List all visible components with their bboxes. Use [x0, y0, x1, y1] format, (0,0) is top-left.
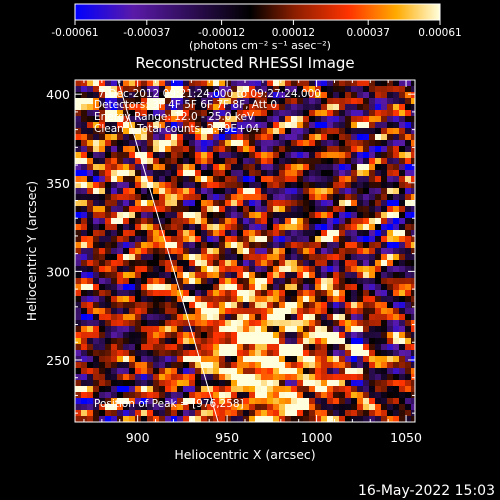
annotation-clean-counts: Clean Total counts: 2.49E+04	[94, 123, 259, 135]
colorbar-tick-label: -0.00037	[123, 27, 170, 39]
colorbar-tick-label: -0.00061	[51, 27, 98, 39]
colorbar-ticks	[74, 20, 441, 25]
heatmap-image	[75, 80, 415, 422]
axis-ticks	[75, 80, 415, 422]
colorbar-units: (photons cm⁻² s⁻¹ asec⁻²)	[189, 39, 331, 52]
annotation-time-range: 7-Dec-2012 09:21:24.000 to 09:27:24.000	[98, 88, 321, 100]
y-tick-label: 300	[46, 264, 70, 279]
annotation-energy-range: Energy Range: 12.0 - 25.0 keV	[94, 111, 255, 123]
x-tick-labels: 900 950 1000 1050	[126, 430, 422, 445]
annotation-detectors: Detectors: 3F 4F 5F 6F 7F 8F, Att 0	[94, 99, 277, 111]
x-axis-label: Heliocentric X (arcsec)	[174, 447, 315, 462]
x-tick-label: 1000	[301, 430, 333, 445]
chart-title: Reconstructed RHESSI Image	[135, 54, 354, 72]
y-tick-label: 250	[46, 353, 70, 368]
y-axis-label: Heliocentric Y (arcsec)	[24, 181, 39, 321]
x-tick-label: 900	[126, 430, 150, 445]
x-tick-label: 950	[215, 430, 239, 445]
annotation-peak-position: Position of Peak = [976,258]	[94, 398, 244, 410]
colorbar-tick-label: -0.00012	[198, 27, 245, 39]
solar-limb-line	[117, 80, 219, 422]
colorbar-tick-label: 0.00012	[272, 27, 315, 39]
y-tick-labels: 250 300 350 400	[46, 87, 70, 368]
y-tick-label: 350	[46, 176, 70, 191]
y-tick-label: 400	[46, 87, 70, 102]
colorbar-tick-label: 0.00061	[418, 27, 461, 39]
colorbar-tick-labels: -0.00061 -0.00037 -0.00012 0.00012 0.00037 0.…	[51, 27, 461, 39]
colorbar-tick-label: 0.00037	[346, 27, 389, 39]
x-tick-label: 1050	[390, 430, 422, 445]
footer-timestamp: 16-May-2022 15:03	[358, 483, 495, 499]
colorbar	[74, 3, 441, 21]
